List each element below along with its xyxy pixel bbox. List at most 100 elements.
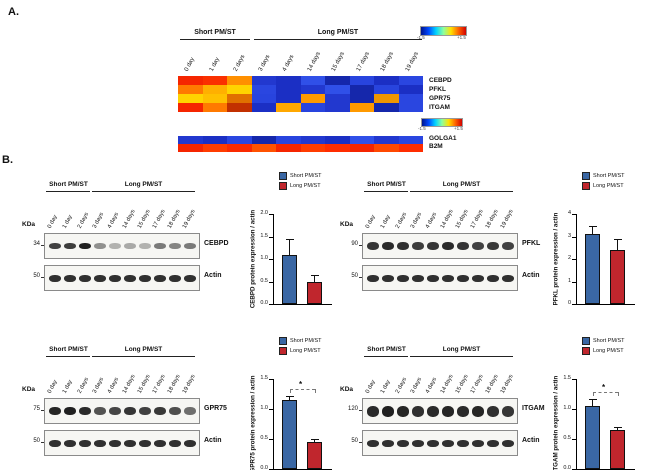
heatmap-cell — [251, 144, 276, 152]
heatmap-cell — [374, 85, 399, 94]
chart-legend: Short PM/ST Long PM/ST — [582, 337, 624, 357]
lane-label: 18 days — [166, 208, 182, 230]
protein-band — [486, 242, 499, 250]
actin-band — [168, 439, 181, 447]
panel-a-label: A. — [8, 6, 19, 18]
legend-swatch-short — [279, 172, 287, 180]
heatmap-cell — [374, 136, 399, 144]
y-tick-label: 1.0 — [563, 405, 571, 411]
kda-marker-target: 120 — [347, 406, 358, 412]
error-bar — [617, 427, 618, 430]
protein-band — [78, 243, 91, 249]
heatmap-cell — [325, 85, 350, 94]
kda-label: KDa — [340, 386, 354, 393]
lane-label: 1 day — [61, 214, 74, 230]
plot-area — [273, 214, 332, 305]
heatmap-column-label: 15 days — [330, 51, 346, 73]
heatmap-cell — [276, 85, 301, 94]
protein-band — [441, 405, 454, 417]
blot-itgam — [362, 398, 518, 424]
heatmap-cell — [398, 103, 423, 112]
blot-group-pfkl: Short PM/ST Long PM/ST KDa 90 PFKL 50 Ac… — [338, 175, 553, 305]
protein-band — [486, 405, 499, 417]
y-tick — [269, 409, 273, 410]
heatmap-cell — [300, 94, 325, 103]
error-bar-cap — [285, 395, 294, 397]
y-axis-label: ITGAM protein expression / actin — [552, 375, 560, 470]
protein-band — [396, 242, 409, 250]
heatmap-cell — [251, 103, 276, 112]
protein-band — [426, 405, 439, 417]
heatmap-cell — [251, 136, 276, 144]
actin-band — [153, 439, 166, 447]
lane-label: 3 days — [91, 376, 106, 395]
heatmap-cell — [202, 85, 227, 94]
lane-label: 15 days — [136, 208, 152, 230]
heatmap-cell — [325, 76, 350, 85]
heatmap-cell — [202, 94, 227, 103]
kda-marker-tick — [359, 442, 362, 443]
blot-gpr75 — [44, 398, 200, 424]
actin-band — [93, 274, 106, 282]
y-tick-label: 1.5 — [260, 375, 268, 381]
y-tick — [572, 409, 576, 410]
lane-label: 15 days — [454, 373, 470, 395]
y-tick — [269, 304, 273, 305]
protein-band — [366, 405, 379, 417]
lane-label: 1 day — [379, 379, 392, 395]
chart-legend: Short PM/ST Long PM/ST — [582, 172, 624, 192]
actin-band — [108, 274, 121, 282]
legend-label-long: Long PM/ST — [290, 183, 321, 189]
protein-band — [456, 242, 469, 250]
protein-band — [501, 405, 514, 417]
legend-item-long: Long PM/ST — [279, 182, 321, 190]
actin-band — [63, 274, 76, 282]
protein-band — [471, 405, 484, 417]
heatmap-cell — [300, 144, 325, 152]
heatmap-cell — [374, 76, 399, 85]
y-tick — [269, 214, 273, 215]
kda-marker-loading: 50 — [33, 273, 40, 279]
error-bar-cap — [588, 226, 597, 228]
actin-band — [486, 274, 499, 282]
heatmap-row-label: CEBPD — [429, 77, 452, 84]
heatmap-cell — [227, 76, 252, 85]
actin-band — [441, 439, 454, 447]
legend-item-short: Short PM/ST — [279, 172, 321, 180]
actin-band — [48, 274, 61, 282]
error-bar — [289, 238, 290, 255]
heatmap-row-label: PFKL — [429, 86, 446, 93]
y-tick — [269, 379, 273, 380]
protein-band — [78, 407, 91, 415]
heatmap-cell — [276, 136, 301, 144]
protein-band — [396, 405, 409, 417]
legend-label-short: Short PM/ST — [290, 173, 322, 179]
group-line-long — [92, 356, 195, 357]
heatmap-cell — [202, 136, 227, 144]
actin-band — [456, 439, 469, 447]
heatmap-row-label: ITGAM — [429, 104, 450, 111]
lane-label: 2 days — [394, 376, 409, 395]
heatmap-cell — [227, 144, 252, 152]
actin-band — [138, 439, 151, 447]
protein-band — [168, 407, 181, 415]
y-tick-label: 2 — [567, 255, 571, 261]
lane-label: 17 days — [151, 373, 167, 395]
protein-band — [63, 407, 76, 415]
heatmap-cell — [300, 85, 325, 94]
y-tick-label: 0.5 — [260, 435, 268, 441]
protein-band — [501, 242, 514, 250]
lane-label: 2 days — [76, 376, 91, 395]
actin-band — [396, 439, 409, 447]
heatmap-cell — [300, 103, 325, 112]
legend-swatch-short — [582, 337, 590, 345]
y-tick-label: 0.0 — [260, 465, 268, 470]
blot-target-label: ITGAM — [522, 405, 545, 412]
significance-bracket — [289, 388, 315, 390]
heatmap-cell — [349, 103, 374, 112]
error-bar — [314, 439, 315, 442]
actin-band — [138, 274, 151, 282]
y-tick-label: 0.5 — [260, 277, 268, 284]
chart-cebpd: Short PM/ST Long PM/ST CEBPD protein exp… — [245, 172, 347, 327]
chart-pfkl: Short PM/ST Long PM/ST PFKL protein expr… — [548, 172, 650, 327]
